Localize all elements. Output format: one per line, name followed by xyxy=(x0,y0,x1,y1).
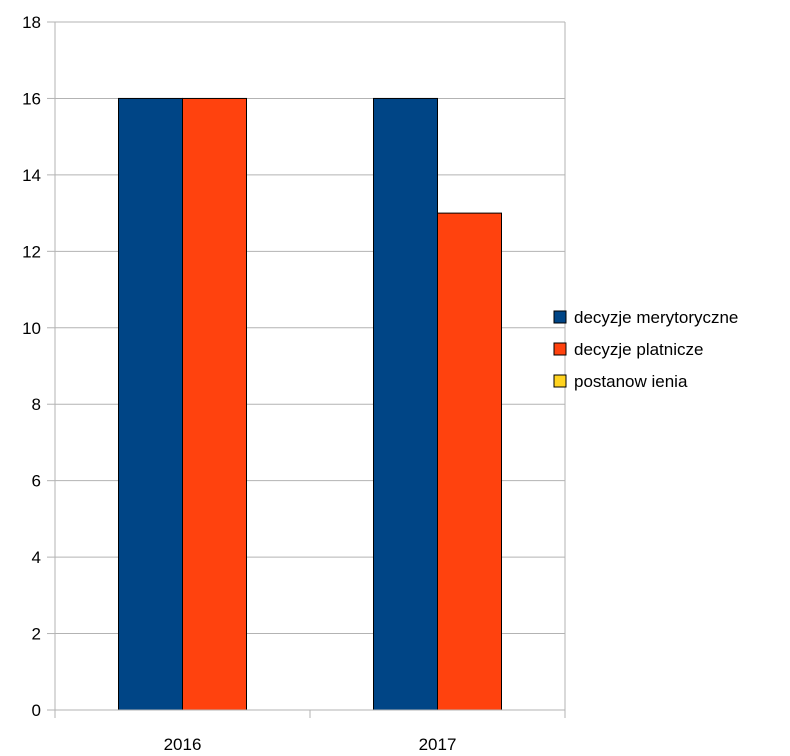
y-tick-label: 8 xyxy=(32,395,41,414)
y-tick-label: 0 xyxy=(32,701,41,720)
bar-decyzje-platnicze-2016 xyxy=(182,97,247,711)
legend-label: decyzje platnicze xyxy=(574,340,703,359)
axes: 0 2 4 6 8 10 12 14 16 18 2016 2017 xyxy=(22,13,566,754)
y-tick-label: 14 xyxy=(22,166,41,185)
legend-item: decyzje merytoryczne xyxy=(553,308,738,327)
y-tick-label: 4 xyxy=(32,548,41,567)
bar-decyzje-merytoryczne-2016 xyxy=(118,97,183,711)
x-tick-label: 2016 xyxy=(164,735,202,751)
legend-label: postanow ienia xyxy=(574,372,688,391)
x-tick-label: 2017 xyxy=(419,735,457,751)
y-tick-label: 2 xyxy=(32,625,41,644)
legend-swatch xyxy=(553,342,567,356)
y-tick-label: 16 xyxy=(22,89,41,108)
legend-item: decyzje platnicze xyxy=(553,340,703,359)
legend-swatch xyxy=(553,374,567,388)
bar-decyzje-platnicze-2017 xyxy=(437,212,502,711)
bar-decyzje-merytoryczne-2017 xyxy=(373,97,438,711)
legend-label: decyzje merytoryczne xyxy=(574,308,738,327)
y-tick-label: 12 xyxy=(22,242,41,261)
legend: decyzje merytoryczne decyzje platnicze pos… xyxy=(553,308,738,391)
legend-item: postanow ienia xyxy=(553,372,688,391)
y-tick-label: 10 xyxy=(22,319,41,338)
y-tick-label: 18 xyxy=(22,13,41,32)
legend-swatch xyxy=(553,310,567,324)
y-tick-label: 6 xyxy=(32,472,41,491)
